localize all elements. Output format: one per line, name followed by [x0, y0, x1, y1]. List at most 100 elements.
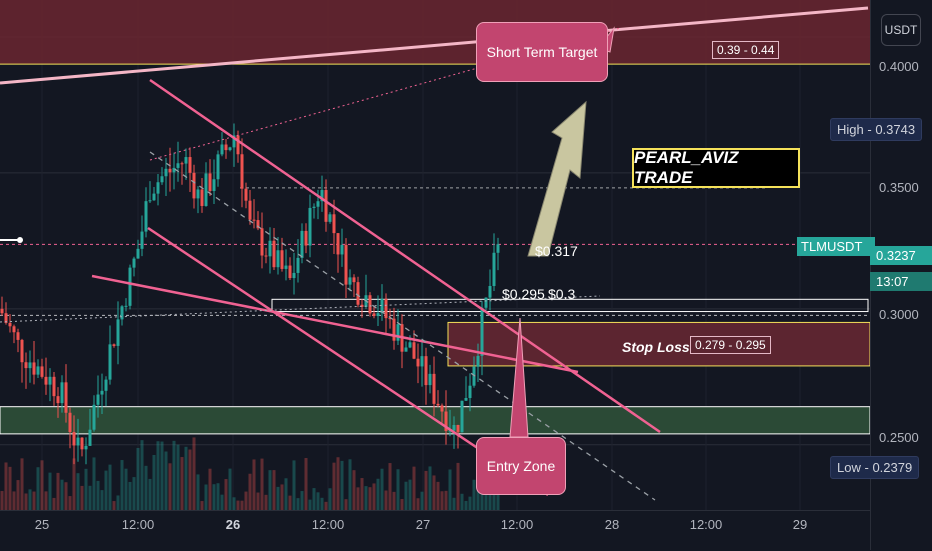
- volume-bar: [308, 499, 312, 510]
- candle-body: [116, 319, 120, 346]
- volume-bar: [60, 479, 64, 510]
- volume-bar: [268, 470, 272, 510]
- volume-bar: [320, 497, 324, 510]
- volume-bar: [300, 491, 304, 510]
- candle-body: [440, 405, 444, 412]
- candle-body: [396, 324, 400, 341]
- price-label-3: $0.3: [548, 286, 576, 302]
- candle-body: [240, 154, 244, 189]
- candle-body: [44, 376, 48, 385]
- candle-body: [132, 258, 136, 268]
- volume-bar: [484, 487, 488, 510]
- volume-bar: [4, 462, 8, 510]
- volume-bar: [68, 496, 72, 510]
- candle-body: [252, 219, 256, 221]
- candle-body: [172, 167, 176, 173]
- volume-bar: [276, 486, 280, 510]
- candle-body: [224, 144, 228, 151]
- unit-button[interactable]: USDT: [881, 14, 921, 46]
- volume-bar: [348, 459, 352, 510]
- countdown-value: 13:07: [876, 274, 909, 289]
- candle-body: [100, 390, 104, 395]
- volume-bar: [352, 470, 356, 510]
- candlesticks: [0, 123, 500, 465]
- high-separator: -: [867, 122, 876, 137]
- x-tick-label: 27: [415, 517, 431, 532]
- candle-body: [348, 277, 352, 285]
- candle-body: [108, 344, 112, 380]
- target-trendline: [0, 6, 869, 85]
- candle-body: [432, 373, 436, 404]
- candle-body: [492, 252, 496, 287]
- x-tick-label: 29: [792, 517, 808, 532]
- up-arrow: [527, 100, 587, 257]
- candle-body: [292, 272, 296, 279]
- volume-bar: [304, 458, 308, 510]
- volume-bar: [236, 500, 240, 510]
- support-line: [91, 274, 579, 374]
- volume-bar: [80, 485, 84, 510]
- volume-bar: [116, 495, 120, 510]
- candle-body: [232, 135, 236, 148]
- y-tick-label: 0.2500: [879, 430, 919, 445]
- candle-body: [160, 176, 164, 183]
- price-label-295: $0.295: [502, 286, 545, 302]
- volume-bar: [140, 440, 144, 510]
- candle-body: [56, 396, 60, 404]
- candle-body: [244, 188, 248, 201]
- candle-body: [32, 362, 36, 375]
- volume-bar: [420, 491, 424, 510]
- candle-body: [36, 366, 40, 375]
- x-tick-label: 26: [225, 517, 241, 532]
- volume-bar: [256, 492, 260, 510]
- last-price-value: 0.3237: [876, 248, 916, 263]
- candle-body: [340, 244, 344, 255]
- candle-body: [296, 257, 300, 273]
- target-zone: [0, 0, 870, 65]
- candle-body: [148, 200, 152, 202]
- candle-body: [368, 295, 372, 314]
- candle-body: [60, 382, 64, 404]
- candle-body: [352, 277, 356, 283]
- volume-bar: [400, 498, 404, 510]
- volume-bar: [192, 437, 196, 510]
- volume-bar: [368, 487, 372, 510]
- volume-bar: [176, 444, 180, 510]
- volume-bar: [136, 447, 140, 510]
- candle-body: [192, 172, 196, 199]
- candle-body: [288, 265, 292, 279]
- candle-body: [272, 240, 276, 268]
- candle-body: [260, 228, 264, 256]
- price-chart[interactable]: [0, 0, 870, 510]
- time-axis[interactable]: 25 12:00 26 12:00 27 12:00 28 12:00 29: [0, 510, 870, 551]
- candle-body: [248, 200, 252, 220]
- candle-body: [4, 313, 8, 323]
- volume-bar: [408, 479, 412, 510]
- last-price-countdown: 13:07: [870, 272, 932, 291]
- volume-bar: [48, 472, 52, 510]
- y-tick-label: 0.4000: [879, 59, 919, 74]
- price-label-317: $0.317: [535, 243, 578, 259]
- volume-bar: [64, 482, 68, 510]
- volume-bar: [188, 449, 192, 510]
- candle-body: [484, 297, 488, 308]
- candle-body: [140, 231, 144, 249]
- volume-bar: [328, 488, 332, 510]
- volume-bar: [380, 468, 384, 510]
- volume-bar: [40, 460, 44, 510]
- volume-bars: [0, 437, 500, 510]
- x-tick-label: 25: [34, 517, 50, 532]
- candle-body: [480, 307, 484, 356]
- volume-bar: [264, 494, 268, 510]
- volume-bar: [20, 458, 24, 510]
- candle-body: [200, 189, 204, 206]
- candle-body: [468, 385, 472, 398]
- candle-body: [196, 189, 200, 199]
- candle-body: [324, 190, 328, 222]
- candle-body: [316, 201, 320, 207]
- candle-body: [220, 144, 224, 155]
- candle-body: [444, 411, 448, 432]
- candle-body: [28, 362, 32, 369]
- candle-body: [204, 173, 208, 206]
- candle-body: [164, 168, 168, 177]
